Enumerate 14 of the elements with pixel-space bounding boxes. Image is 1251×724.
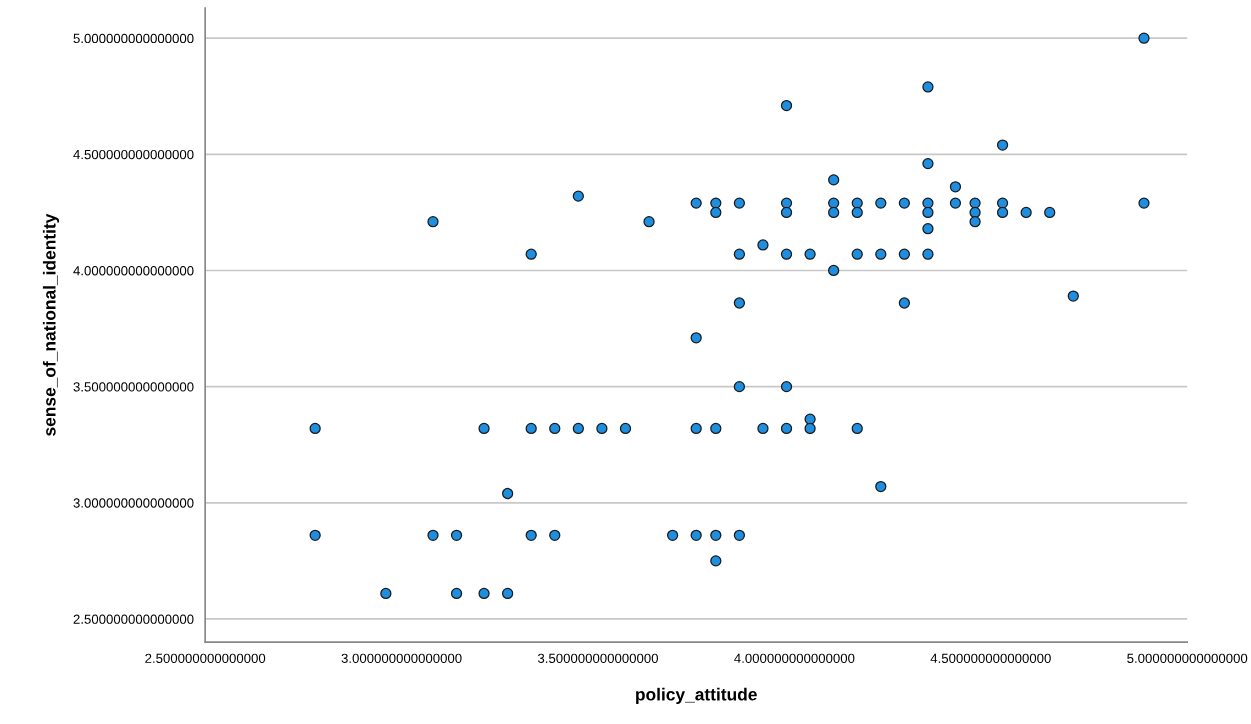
y-tick-label: 4.000000000000000 (73, 266, 194, 276)
x-tick-label: 2.500000000000000 (145, 653, 266, 663)
x-tick-label: 4.500000000000000 (930, 653, 1051, 663)
y-tick-label: 4.500000000000000 (73, 149, 194, 160)
x-tick-label: 3.000000000000000 (341, 653, 462, 663)
x-axis-title: policy_attitude (636, 687, 757, 704)
x-tick-label: 5.000000000000000 (1127, 653, 1248, 663)
y-axis-title: sense_of_national_identity (42, 213, 60, 436)
y-tick-label: 2.500000000000000 (73, 614, 194, 624)
y-tick-label: 3.000000000000000 (73, 498, 194, 508)
y-tick-label: 3.500000000000000 (73, 382, 194, 392)
x-tick-label: 3.500000000000000 (537, 653, 659, 663)
y-tick-label: 5.000000000000000 (73, 33, 194, 44)
x-tick-label: 4.000000000000000 (734, 653, 855, 663)
